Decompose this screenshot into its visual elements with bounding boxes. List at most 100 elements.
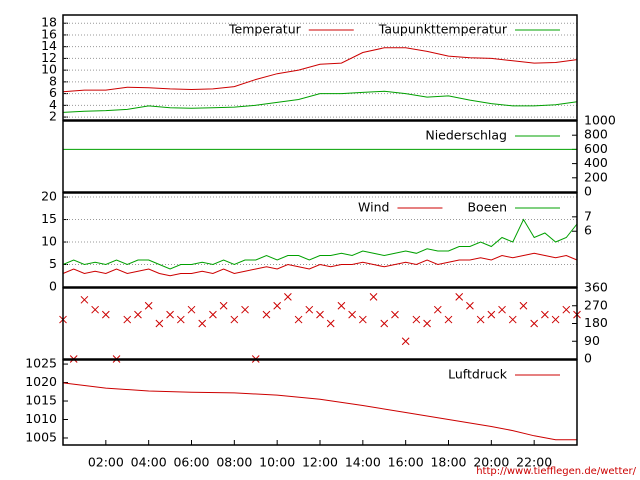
y-tick-label: 6 <box>49 85 57 100</box>
point <box>391 310 399 319</box>
point <box>166 310 174 319</box>
series-line <box>62 382 577 441</box>
point <box>519 301 528 310</box>
point <box>262 310 271 319</box>
y2-tick-label: 1000 <box>584 113 616 128</box>
point <box>316 310 324 319</box>
point <box>187 305 196 314</box>
panel-frame <box>62 287 578 360</box>
y-tick-label: 14 <box>41 38 57 53</box>
point <box>358 315 367 324</box>
point <box>412 315 421 324</box>
point <box>80 295 89 304</box>
point <box>294 315 303 324</box>
x-tick-label: 12:00 <box>302 455 338 470</box>
point <box>284 293 292 301</box>
point <box>444 315 453 324</box>
point <box>423 319 431 328</box>
legend-label: Temperatur <box>228 22 302 37</box>
point <box>455 293 464 301</box>
y-tick-label: 16 <box>41 26 57 41</box>
y2-tick-label: 400 <box>584 155 608 170</box>
y-tick-label: 12 <box>41 50 57 65</box>
y-tick-label: 1025 <box>25 356 57 371</box>
x-tick-label: 14:00 <box>345 455 381 470</box>
point <box>176 315 185 324</box>
point <box>134 310 142 319</box>
point <box>326 319 335 328</box>
point <box>551 315 560 324</box>
point <box>530 319 539 328</box>
y2-tick-label: 90 <box>584 333 600 348</box>
x-tick-label: 08:00 <box>216 455 252 470</box>
y-tick-label: 1010 <box>25 411 57 426</box>
panel-frame <box>62 120 578 193</box>
point <box>348 310 356 319</box>
point <box>305 305 314 314</box>
point <box>144 301 153 310</box>
panel-frame <box>62 14 578 121</box>
y2-tick-label: 7 <box>584 208 592 223</box>
y2-tick-label: 180 <box>584 315 608 330</box>
y2-tick-label: 0 <box>584 351 592 366</box>
x-tick-label: 22:00 <box>516 455 552 470</box>
y-tick-label: 5 <box>49 256 57 271</box>
y-tick-label: 8 <box>49 73 57 88</box>
point <box>219 301 228 310</box>
point <box>230 315 239 324</box>
point <box>541 310 549 319</box>
point <box>369 293 378 301</box>
legend-label: Taupunkttemperatur <box>378 22 508 37</box>
y-tick-label: 18 <box>41 15 57 30</box>
y2-tick-label: 270 <box>584 297 608 312</box>
legend-label: Niederschlag <box>425 128 507 143</box>
y2-tick-label: 200 <box>584 169 608 184</box>
point <box>241 305 249 314</box>
y-tick-label: 10 <box>41 234 57 249</box>
point <box>337 301 346 310</box>
series-line <box>62 90 578 113</box>
point <box>487 310 496 319</box>
point <box>123 315 132 324</box>
point <box>209 310 217 319</box>
point <box>433 305 442 314</box>
credit: http://www.tiefflegen.de/wetter/ <box>476 466 636 477</box>
y-tick-label: 15 <box>41 211 57 226</box>
point <box>498 305 506 314</box>
series-line <box>62 218 578 270</box>
point <box>380 319 389 328</box>
x-tick-label: 04:00 <box>131 455 167 470</box>
x-tick-label: 02:00 <box>88 455 124 470</box>
point <box>466 301 474 310</box>
y-tick-label: 2 <box>49 109 57 124</box>
x-tick-label: 16:00 <box>388 455 424 470</box>
point <box>401 337 410 346</box>
point <box>273 301 282 310</box>
y2-tick-label: 0 <box>584 184 592 199</box>
y-tick-label: 1005 <box>25 429 57 444</box>
y-tick-label: 1020 <box>25 374 57 389</box>
y2-tick-label: 800 <box>584 127 608 142</box>
y-tick-label: 4 <box>49 97 57 112</box>
point <box>155 319 164 328</box>
legend-label: Luftdruck <box>448 367 508 382</box>
panel-frame <box>62 192 578 288</box>
point <box>476 315 485 324</box>
panel-frame <box>62 359 578 446</box>
y-tick-label: 10 <box>41 62 57 77</box>
x-tick-label: 20:00 <box>473 455 509 470</box>
y2-tick-label: 600 <box>584 141 608 156</box>
legend-label: Boeen <box>467 200 507 215</box>
series-line <box>62 252 578 277</box>
x-tick-label: 10:00 <box>259 455 295 470</box>
point <box>198 319 207 328</box>
series-line <box>62 47 578 93</box>
y-tick-label: 1015 <box>25 393 57 408</box>
y-tick-label: 0 <box>49 279 57 294</box>
point <box>91 305 99 314</box>
point <box>508 315 517 324</box>
legend-label: Wind <box>358 200 389 215</box>
x-tick-label: 06:00 <box>173 455 209 470</box>
point <box>562 305 571 314</box>
